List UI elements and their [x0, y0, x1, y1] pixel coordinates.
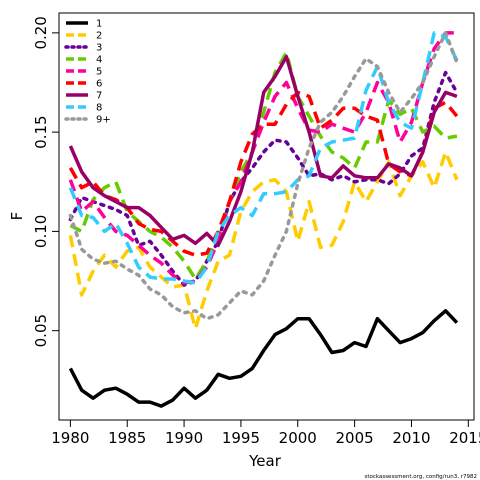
x-tick-label: 1985 [108, 429, 146, 447]
series-lines [68, 31, 459, 408]
y-tick-label: 0.15 [32, 115, 50, 148]
legend-label: 7 [96, 91, 102, 102]
y-tick-label: 0.10 [32, 215, 50, 248]
legend-label: 5 [96, 67, 102, 78]
x-tick-label: 2010 [392, 429, 430, 447]
footnote: stockassessment.org, config/run3, r7982 [364, 474, 477, 480]
series-line-4 [69, 50, 458, 281]
x-tick-label: 1980 [51, 429, 89, 447]
x-tick-label: 2015 [449, 429, 480, 447]
y-tick-label: 0.05 [32, 314, 50, 347]
legend-label: 8 [96, 103, 102, 114]
y-tick-label: 0.20 [32, 16, 50, 49]
y-axis: 0.05 0.10 0.15 0.20 [32, 16, 59, 347]
legend-label: 1 [96, 19, 102, 30]
x-axis: 1980 1985 1990 1995 2000 2005 2010 2015 [51, 420, 480, 447]
x-tick-label: 2005 [336, 429, 374, 447]
x-tick-label: 1990 [165, 429, 203, 447]
series-line-1 [68, 309, 459, 408]
series-line-9plus [68, 31, 459, 321]
legend-label: 4 [96, 55, 102, 66]
series-line-2 [68, 150, 459, 331]
series-line-5 [68, 31, 457, 285]
legend-label: 6 [96, 79, 102, 90]
x-tick-label: 1995 [222, 429, 260, 447]
series-line-3 [68, 70, 459, 287]
series-line-7 [68, 54, 458, 248]
x-tick-label: 2000 [279, 429, 317, 447]
series-line-8 [68, 31, 459, 285]
x-axis-title: Year [248, 452, 282, 470]
y-axis-title: F [8, 212, 26, 221]
legend-label: 2 [96, 31, 102, 42]
legend-label: 9+ [96, 115, 111, 126]
legend-label: 3 [96, 43, 102, 54]
plot-frame [58, 12, 475, 421]
